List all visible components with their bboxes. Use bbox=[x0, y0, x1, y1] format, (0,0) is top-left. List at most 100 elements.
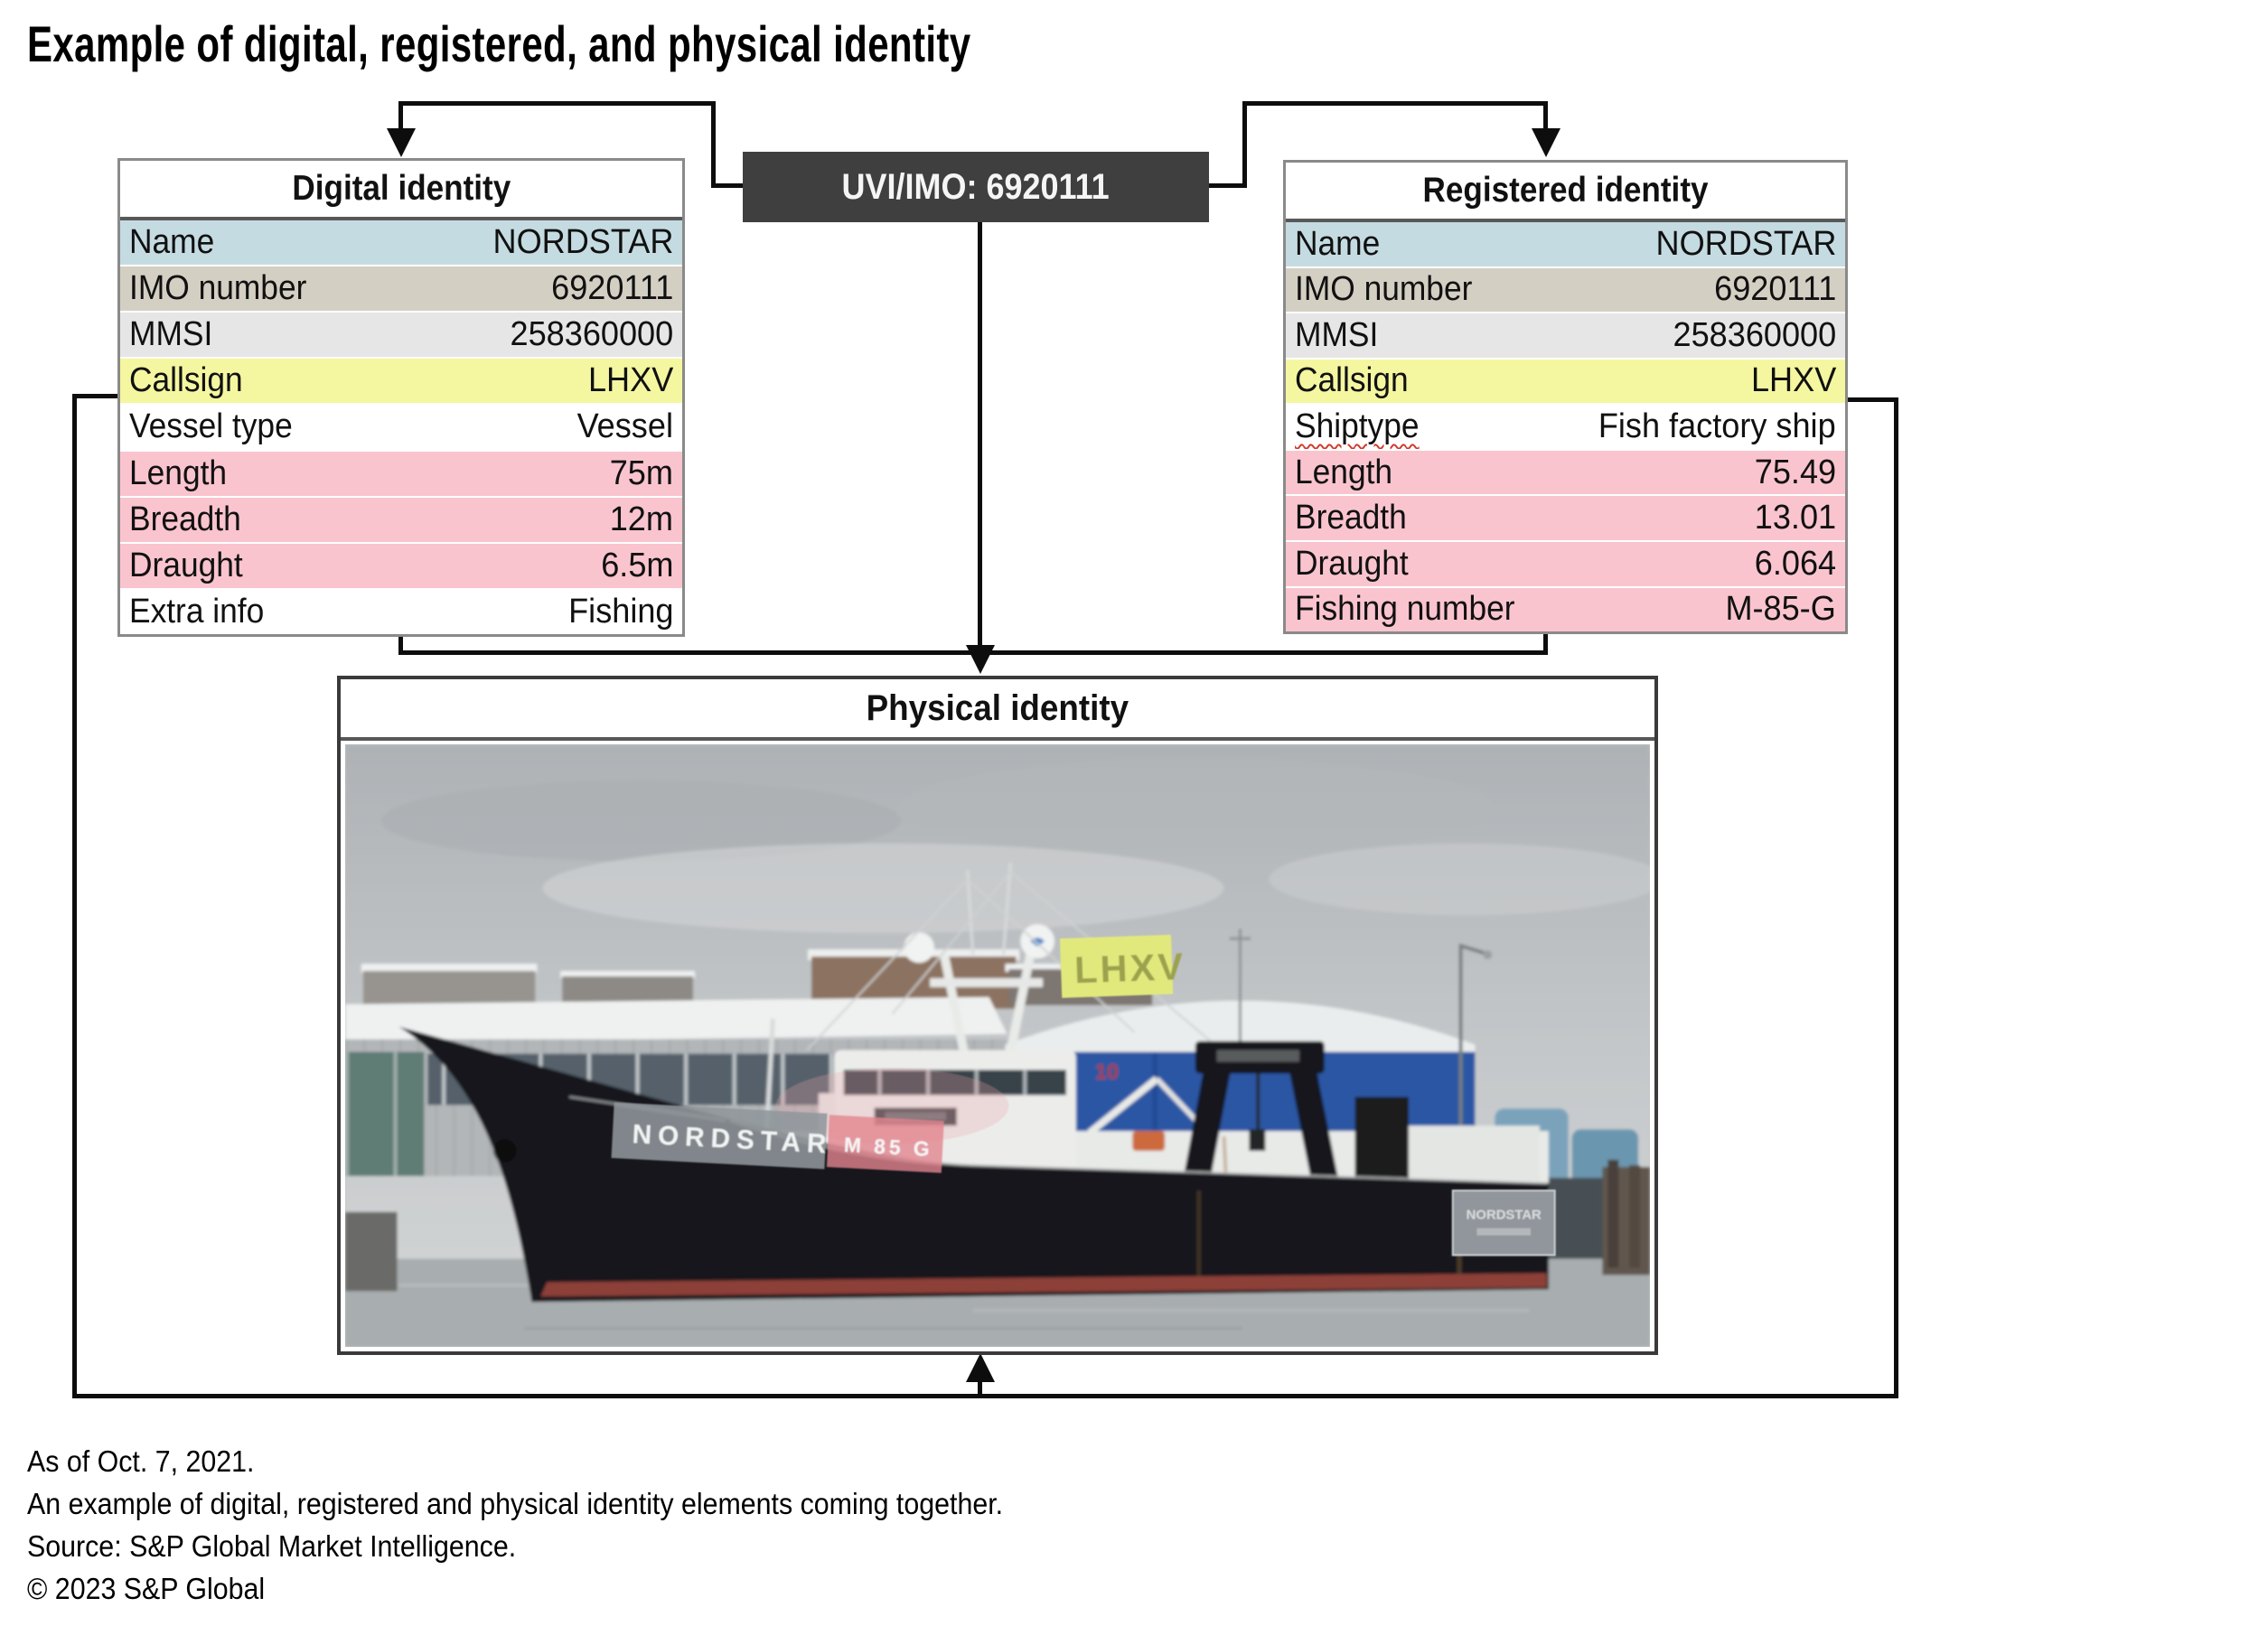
row-label: MMSI bbox=[129, 315, 213, 354]
digital-identity-title: Digital identity bbox=[292, 169, 511, 208]
footer-line: As of Oct. 7, 2021. bbox=[27, 1444, 255, 1478]
table-row: Length 75.49 bbox=[1286, 450, 1845, 497]
footer-line: An example of digital, registered and ph… bbox=[27, 1487, 1004, 1520]
arrow-down-physical-icon bbox=[966, 645, 995, 674]
table-row: Vessel type Vessel bbox=[120, 405, 682, 452]
arrow-down-registered-icon bbox=[1532, 128, 1560, 157]
connector-line bbox=[1543, 101, 1548, 132]
row-label: Vessel type bbox=[129, 407, 293, 446]
row-value: 13.01 bbox=[1754, 499, 1836, 537]
connector-line bbox=[72, 394, 77, 1398]
connector-line bbox=[398, 634, 403, 655]
row-value: 6920111 bbox=[1713, 270, 1836, 309]
row-label: MMSI bbox=[1295, 315, 1379, 354]
row-value: NORDSTAR bbox=[492, 223, 673, 262]
row-label: Draught bbox=[129, 546, 243, 584]
row-label: IMO number bbox=[129, 269, 307, 308]
table-row: Callsign LHXV bbox=[1286, 359, 1845, 406]
table-row: Breadth 12m bbox=[120, 497, 682, 544]
row-label: Breadth bbox=[129, 500, 241, 538]
row-value: 75.49 bbox=[1754, 453, 1836, 491]
connector-line bbox=[1543, 631, 1548, 655]
registered-identity-header: Registered identity bbox=[1286, 163, 1845, 222]
table-row: IMO number 6920111 bbox=[1286, 267, 1845, 314]
row-label: Draught bbox=[1295, 544, 1409, 583]
connector-line bbox=[1894, 397, 1898, 1398]
stern-sign-label: NORDSTAR bbox=[1467, 1209, 1542, 1223]
vessel-photo-illustration: 10 bbox=[345, 744, 1650, 1347]
table-row: Callsign LHXV bbox=[120, 359, 682, 406]
row-value: 75m bbox=[609, 453, 673, 492]
deck-mark-label: 10 bbox=[1095, 1060, 1119, 1084]
connector-line bbox=[398, 650, 1548, 655]
arrow-down-digital-icon bbox=[387, 128, 416, 157]
footer-line: © 2023 S&P Global bbox=[27, 1572, 266, 1605]
row-value: 6.5m bbox=[600, 546, 673, 584]
row-value: 258360000 bbox=[1673, 315, 1836, 354]
row-value: Fishing bbox=[567, 592, 673, 631]
row-value: NORDSTAR bbox=[1655, 224, 1836, 263]
bow-number-label: M 85 G bbox=[843, 1133, 933, 1161]
row-value: 6.064 bbox=[1754, 544, 1836, 583]
row-value: Vessel bbox=[576, 407, 673, 446]
connector-line bbox=[1242, 101, 1548, 106]
connector-line bbox=[1209, 183, 1247, 188]
uvi-imo-label: UVI/IMO: 6920111 bbox=[841, 166, 1111, 207]
table-row: Draught 6.5m bbox=[120, 543, 682, 590]
table-row: Name NORDSTAR bbox=[1286, 222, 1845, 268]
connector-line bbox=[72, 394, 119, 398]
connector-line bbox=[978, 1378, 982, 1398]
table-row: IMO number 6920111 bbox=[120, 266, 682, 313]
arrow-up-physical-icon bbox=[966, 1353, 995, 1382]
table-row: MMSI 258360000 bbox=[120, 313, 682, 360]
vessel-photo: 10 bbox=[345, 744, 1650, 1347]
page-title: Example of digital, registered, and phys… bbox=[27, 15, 971, 72]
table-row: Shiptype Fish factory ship bbox=[1286, 405, 1845, 451]
physical-identity-box: Physical identity bbox=[337, 676, 1658, 1355]
table-row: Fishing number M-85-G bbox=[1286, 587, 1845, 632]
uvi-imo-box: UVI/IMO: 6920111 bbox=[743, 152, 1209, 222]
table-row: Breadth 13.01 bbox=[1286, 496, 1845, 542]
registered-identity-table: Registered identity Name NORDSTAR IMO nu… bbox=[1283, 160, 1848, 634]
physical-identity-title: Physical identity bbox=[866, 687, 1129, 728]
row-value: 258360000 bbox=[510, 315, 673, 354]
connector-line bbox=[1242, 101, 1247, 188]
connector-line bbox=[72, 1394, 1898, 1398]
row-label: Length bbox=[129, 453, 228, 492]
row-value: M-85-G bbox=[1725, 590, 1836, 629]
row-label: Shiptype bbox=[1295, 407, 1420, 446]
footer-line: Source: S&P Global Market Intelligence. bbox=[27, 1529, 517, 1563]
table-row: MMSI 258360000 bbox=[1286, 313, 1845, 360]
row-label: Length bbox=[1295, 453, 1393, 491]
connector-line bbox=[398, 101, 403, 132]
table-row: Name NORDSTAR bbox=[120, 220, 682, 267]
connector-line bbox=[711, 101, 716, 188]
table-row: Extra info Fishing bbox=[120, 589, 682, 634]
digital-identity-header: Digital identity bbox=[120, 161, 682, 220]
connector-line bbox=[1846, 397, 1898, 402]
row-label: Name bbox=[129, 223, 215, 262]
physical-identity-header: Physical identity bbox=[341, 679, 1654, 741]
row-value: Fish factory ship bbox=[1598, 407, 1836, 446]
row-value: LHXV bbox=[587, 361, 673, 400]
callsign-tag-label: LHXV bbox=[1073, 945, 1186, 991]
registered-identity-title: Registered identity bbox=[1422, 171, 1709, 210]
connector-line bbox=[398, 101, 716, 106]
row-label: Fishing number bbox=[1295, 590, 1515, 629]
connector-line bbox=[711, 183, 745, 188]
footer-notes: As of Oct. 7, 2021. An example of digita… bbox=[27, 1440, 1003, 1610]
row-label: IMO number bbox=[1295, 270, 1473, 309]
row-value: LHXV bbox=[1750, 361, 1836, 400]
connector-line bbox=[978, 221, 982, 646]
digital-identity-table: Digital identity Name NORDSTAR IMO numbe… bbox=[117, 158, 685, 637]
row-value: 12m bbox=[609, 500, 673, 538]
row-label: Extra info bbox=[129, 592, 265, 631]
table-row: Draught 6.064 bbox=[1286, 541, 1845, 588]
row-value: 6920111 bbox=[550, 269, 673, 308]
row-label: Breadth bbox=[1295, 499, 1407, 537]
row-label: Callsign bbox=[1295, 361, 1409, 400]
row-label: Name bbox=[1295, 224, 1381, 263]
row-label: Callsign bbox=[129, 361, 243, 400]
table-row: Length 75m bbox=[120, 451, 682, 498]
